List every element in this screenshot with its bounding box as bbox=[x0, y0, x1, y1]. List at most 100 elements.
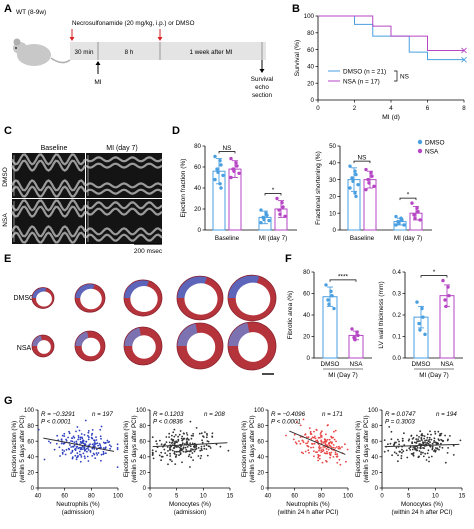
data-point bbox=[364, 167, 368, 172]
data-point bbox=[58, 446, 61, 449]
data-point bbox=[431, 445, 434, 448]
data-point bbox=[426, 441, 429, 444]
data-point bbox=[420, 451, 422, 454]
data-point bbox=[91, 447, 94, 450]
data-point bbox=[75, 446, 78, 448]
stat-p: P < 0.0836 bbox=[153, 419, 183, 426]
data-point bbox=[95, 436, 97, 438]
data-point bbox=[185, 438, 188, 440]
echo-wall-trace bbox=[85, 207, 163, 216]
data-point bbox=[172, 431, 175, 434]
data-point bbox=[102, 450, 105, 453]
data-point bbox=[440, 442, 442, 445]
data-point bbox=[178, 454, 180, 457]
data-point bbox=[187, 450, 189, 453]
heart-section-dmso-2 bbox=[74, 283, 106, 313]
data-point bbox=[43, 458, 46, 461]
significance-bracket bbox=[264, 193, 282, 196]
data-point bbox=[211, 436, 214, 438]
data-point bbox=[333, 438, 336, 441]
data-point bbox=[313, 436, 315, 439]
y-tick-label: 80 bbox=[303, 269, 310, 276]
data-point bbox=[80, 433, 83, 435]
data-point bbox=[156, 443, 158, 445]
data-point bbox=[108, 444, 111, 446]
data-point bbox=[63, 432, 66, 435]
data-point bbox=[415, 438, 418, 441]
data-point bbox=[219, 186, 223, 190]
data-point bbox=[109, 447, 111, 450]
x-tick-label: 10 bbox=[432, 494, 439, 500]
data-point bbox=[72, 435, 75, 438]
data-point bbox=[420, 433, 423, 436]
data-point bbox=[190, 448, 193, 450]
data-point bbox=[177, 450, 179, 453]
data-point bbox=[314, 437, 317, 440]
data-point bbox=[96, 442, 99, 444]
data-point bbox=[412, 213, 416, 217]
data-point bbox=[418, 450, 421, 452]
data-point bbox=[327, 424, 329, 426]
data-point bbox=[433, 437, 436, 440]
ventricle-lumen bbox=[132, 335, 156, 359]
data-point bbox=[188, 453, 191, 456]
timeline-bar bbox=[70, 42, 266, 60]
data-point bbox=[324, 440, 327, 442]
x-axis-label: Neutrophils (%) bbox=[286, 501, 329, 508]
data-point bbox=[441, 278, 445, 283]
data-point bbox=[67, 436, 69, 439]
data-point bbox=[190, 437, 193, 440]
regression-line bbox=[289, 430, 346, 455]
data-point bbox=[200, 454, 203, 457]
data-point bbox=[418, 218, 422, 222]
data-point bbox=[446, 285, 450, 289]
data-point bbox=[336, 453, 339, 455]
data-point bbox=[74, 454, 77, 457]
data-point bbox=[414, 448, 417, 451]
significance-label: * bbox=[407, 192, 410, 199]
data-point bbox=[49, 442, 52, 444]
data-point bbox=[398, 443, 400, 446]
data-point bbox=[420, 453, 422, 456]
x-tick-label: 2 bbox=[353, 105, 357, 112]
y-tick-label: 20 bbox=[27, 471, 34, 477]
data-point bbox=[299, 442, 302, 445]
heart-section-dmso-5 bbox=[227, 274, 277, 322]
data-point bbox=[394, 223, 398, 227]
data-point bbox=[171, 449, 174, 452]
data-point bbox=[187, 455, 190, 458]
data-point bbox=[326, 450, 328, 453]
data-point bbox=[86, 455, 89, 458]
data-point bbox=[320, 447, 322, 449]
data-point bbox=[195, 445, 197, 448]
x-tick-label: 40 bbox=[265, 494, 272, 500]
data-point bbox=[326, 444, 328, 446]
data-point bbox=[433, 439, 436, 442]
y-tick-label: 100 bbox=[368, 408, 379, 414]
x-group-label: MI (Day 7) bbox=[419, 372, 448, 379]
data-point bbox=[213, 177, 217, 182]
y-tick-label: 0.4 bbox=[392, 269, 401, 276]
panel-a: A WT (8-9w) 30 min 8 h 1 week after MI N… bbox=[4, 3, 273, 99]
ejection-fraction-chart: Baseline MI (day 7) 0 20 40 60 80 Ejection frac… bbox=[180, 143, 297, 242]
x-category-label: DMSO bbox=[412, 361, 431, 368]
data-point bbox=[398, 450, 401, 453]
ventricle-lumen bbox=[238, 332, 268, 362]
data-point bbox=[56, 434, 59, 437]
data-point bbox=[185, 432, 188, 434]
y-axis-label: LV wall thickness (mm) bbox=[378, 281, 385, 348]
x-category-label: MI (day 7) bbox=[394, 235, 422, 242]
data-point bbox=[181, 435, 184, 438]
data-point bbox=[302, 452, 304, 455]
significance-bracket bbox=[399, 197, 417, 201]
data-point bbox=[79, 460, 82, 463]
y-tick-label: 40 bbox=[307, 64, 314, 71]
y-tick-label: 40 bbox=[371, 455, 378, 461]
data-point bbox=[345, 460, 347, 463]
endpoint-arrow bbox=[259, 60, 265, 73]
data-point bbox=[295, 442, 298, 445]
data-point bbox=[235, 164, 239, 168]
stat-r: R = −0.3291 bbox=[41, 411, 75, 418]
data-point bbox=[366, 177, 370, 182]
data-point bbox=[320, 440, 323, 443]
